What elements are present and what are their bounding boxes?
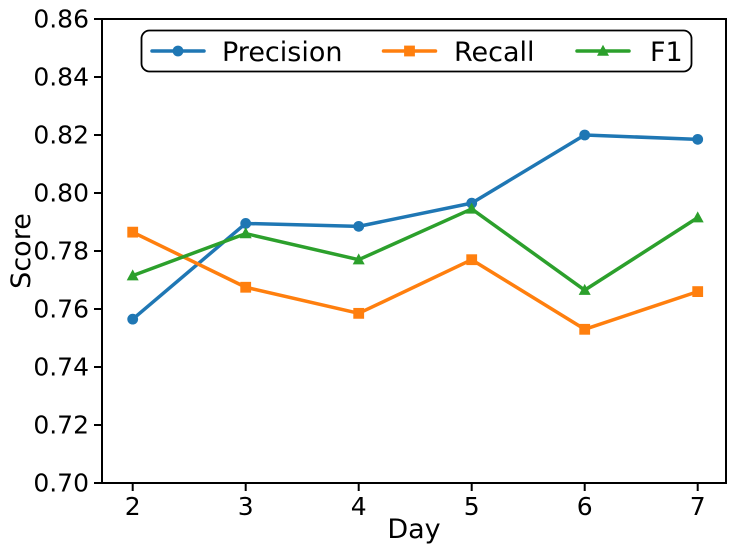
y-axis-tick-label: 0.74 <box>33 353 89 382</box>
series-recall-line <box>130 230 700 332</box>
square-marker <box>127 226 139 238</box>
x-axis-tick-label: 2 <box>125 492 141 521</box>
legend-item-f1: F1 <box>575 37 683 68</box>
y-axis-tick-label: 0.80 <box>33 179 89 208</box>
y-axis-tick-label: 0.84 <box>33 63 89 92</box>
circle-marker <box>353 220 365 232</box>
square-marker <box>353 307 365 319</box>
legend: Precision Recall F1 <box>140 29 693 73</box>
x-axis-tick-label: 6 <box>577 492 593 521</box>
legend-item-recall: Recall <box>381 37 535 68</box>
y-axis-tick-label: 0.72 <box>33 411 89 440</box>
circle-marker <box>240 218 252 229</box>
legend-label: Precision <box>222 37 342 68</box>
triangle-marker <box>465 202 478 214</box>
triangle-marker <box>691 211 704 223</box>
series-f1 <box>126 202 704 295</box>
circle-marker <box>127 313 139 325</box>
x-axis-tick-label: 3 <box>238 492 254 521</box>
triangle-marker <box>578 283 591 295</box>
circle-marker <box>579 129 591 141</box>
square-marker <box>466 254 478 266</box>
legend-label: Recall <box>454 37 535 68</box>
triangle-marker <box>126 269 139 281</box>
y-axis-tick-label: 0.78 <box>33 237 89 266</box>
legend-triangle-icon <box>597 44 609 56</box>
legend-item-precision: Precision <box>150 37 342 68</box>
x-axis-tick-label: 4 <box>351 492 367 521</box>
plot-border <box>101 18 727 484</box>
x-axis-tick-label: 7 <box>690 492 706 521</box>
square-marker <box>240 281 252 293</box>
triangle-marker <box>239 227 252 239</box>
square-marker <box>692 286 704 297</box>
legend-circle-icon <box>172 45 184 57</box>
series-precision <box>127 129 704 325</box>
legend-label: F1 <box>650 37 683 68</box>
y-axis-title: Score <box>6 213 37 289</box>
y-axis-tick-label: 0.82 <box>33 121 89 150</box>
x-axis-title: Day <box>387 514 440 545</box>
legend-square-icon <box>404 45 415 57</box>
series-precision-line <box>130 133 700 321</box>
x-axis-tick-label: 5 <box>464 492 480 521</box>
square-marker <box>579 323 591 335</box>
series-f1-line <box>130 207 700 292</box>
circle-marker <box>692 133 704 145</box>
y-axis-tick-label: 0.86 <box>33 5 89 34</box>
y-axis-tick-label: 0.76 <box>33 295 89 324</box>
y-axis-tick-label: 0.70 <box>33 469 89 498</box>
triangle-marker <box>352 253 365 265</box>
series-recall <box>127 226 704 335</box>
